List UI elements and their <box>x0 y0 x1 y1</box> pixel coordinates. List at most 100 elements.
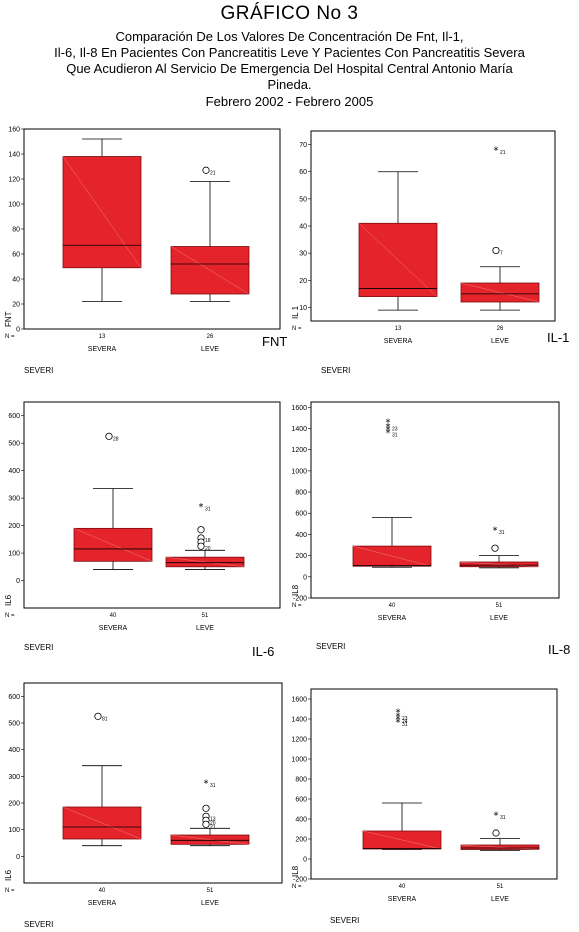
subtitle-line-4: Pineda. <box>267 77 312 92</box>
y-tick-label: 600 <box>295 511 307 518</box>
n-value: 51 <box>497 884 504 890</box>
outlier-label: 20 <box>210 820 216 826</box>
n-value: 40 <box>99 888 106 894</box>
n-prefix: N = <box>5 334 15 340</box>
n-prefix: N = <box>292 603 302 609</box>
outlier-circle <box>105 432 113 440</box>
y-tick-label: 400 <box>8 468 20 475</box>
il6-boxplot: 0 100 200 300 400 500 600 IL6 28 40 SEVERA * 31 18 20 5… <box>4 401 281 659</box>
outlier-label: 18 <box>205 538 211 544</box>
y-tick-label: 20 <box>12 302 20 309</box>
group-label: SEVERI <box>321 366 350 375</box>
group-label: SEVERI <box>24 366 53 375</box>
category-label: SEVERA <box>88 346 117 353</box>
subtitle-line-5: Febrero 2002 - Febrero 2005 <box>205 94 374 109</box>
n-value: 51 <box>207 888 214 894</box>
outlier-star: * <box>396 708 401 719</box>
y-tick-label: 120 <box>8 177 20 184</box>
outlier-circle <box>491 544 499 552</box>
y-tick-label: 0 <box>303 857 307 864</box>
y-tick-label: 800 <box>295 490 307 497</box>
y-axis-label: IL8 <box>291 584 300 596</box>
panel-label: IL-1 <box>547 330 569 345</box>
outlier-label: 31 <box>392 433 398 439</box>
y-axis-label: IL6 <box>4 594 13 606</box>
box-diagonal <box>62 806 142 840</box>
y-tick-label: 0 <box>16 578 20 585</box>
y-tick-label: 100 <box>8 551 20 558</box>
panel-label: IL-6 <box>252 644 274 659</box>
y-tick-label: 500 <box>8 721 20 728</box>
box-diagonal <box>358 223 438 297</box>
box-diagonal <box>460 844 540 850</box>
category-label: SEVERA <box>88 900 117 907</box>
panel-label: IL-8 <box>548 642 570 657</box>
y-tick-label: 1000 <box>291 757 307 764</box>
outlier-label: 20 <box>205 546 211 552</box>
y-tick-label: 300 <box>8 774 20 781</box>
outlier-star: * <box>199 502 204 513</box>
y-tick-label: 160 <box>8 127 20 134</box>
group-label: SEVERI <box>316 642 345 651</box>
y-tick-label: 1200 <box>291 737 307 744</box>
y-tick-label: 0 <box>303 574 307 581</box>
outlier-label: 21 <box>500 150 506 156</box>
outlier-circle <box>492 829 500 837</box>
category-label: SEVERA <box>384 338 413 345</box>
y-tick-label: -200 <box>293 877 307 884</box>
outlier-star: * <box>386 422 391 433</box>
y-tick-label: 50 <box>299 196 307 203</box>
n-prefix: N = <box>292 884 302 890</box>
outlier-star: * <box>494 811 499 822</box>
outlier-label: 31 <box>500 815 506 821</box>
outlier-label: 28 <box>113 436 119 442</box>
plot-frame <box>310 688 558 880</box>
outlier-circle <box>94 712 102 720</box>
n-prefix: N = <box>5 613 15 619</box>
y-tick-label: 1000 <box>291 468 307 475</box>
outlier-star: * <box>493 526 498 537</box>
y-axis-label: FNT <box>4 311 13 327</box>
y-tick-label: 60 <box>299 169 307 176</box>
outlier-star: * <box>204 779 209 790</box>
y-tick-label: 600 <box>8 694 20 701</box>
outlier-label: 81 <box>102 716 108 722</box>
plot-frame <box>23 682 283 884</box>
plot-frame <box>23 128 281 330</box>
group-label: SEVERI <box>24 920 53 929</box>
y-tick-label: 1400 <box>291 717 307 724</box>
n-value: 13 <box>395 326 402 332</box>
outlier-star: * <box>396 715 401 726</box>
y-tick-label: 0 <box>16 854 20 861</box>
outlier-label: 7 <box>500 250 503 256</box>
y-tick-label: 40 <box>12 277 20 284</box>
category-label: LEVE <box>490 615 508 622</box>
category-label: LEVE <box>196 625 214 632</box>
box-diagonal <box>73 528 153 562</box>
outlier-circle <box>492 246 500 255</box>
y-tick-label: 60 <box>12 252 20 259</box>
y-tick-label: 20 <box>299 278 307 285</box>
box-diagonal <box>170 246 250 295</box>
y-tick-label: 40 <box>299 224 307 231</box>
y-axis-label: IL 1 <box>291 305 300 319</box>
y-tick-label: 200 <box>8 801 20 808</box>
y-tick-label: 10 <box>299 305 307 312</box>
panel-label: FNT <box>262 334 287 349</box>
category-label: SEVERA <box>388 896 417 903</box>
y-tick-label: 300 <box>8 496 20 503</box>
subtitle-line-3: Que Acudieron Al Servicio De Emergencia … <box>66 61 513 76</box>
y-tick-label: 30 <box>299 251 307 258</box>
outlier-circle <box>202 820 210 828</box>
outlier-star: * <box>396 712 401 723</box>
n-prefix: N = <box>292 326 302 332</box>
y-tick-label: 1600 <box>291 697 307 704</box>
subtitle-line-2: Il-6, Il-8 En Pacientes Con Pancreatitis… <box>54 45 525 60</box>
y-axis-label: IL8 <box>291 865 300 877</box>
y-tick-label: 600 <box>8 413 20 420</box>
outlier-label: 31 <box>499 530 505 536</box>
y-tick-label: 400 <box>295 532 307 539</box>
y-tick-label: 600 <box>295 797 307 804</box>
group-label: SEVERI <box>330 916 359 925</box>
